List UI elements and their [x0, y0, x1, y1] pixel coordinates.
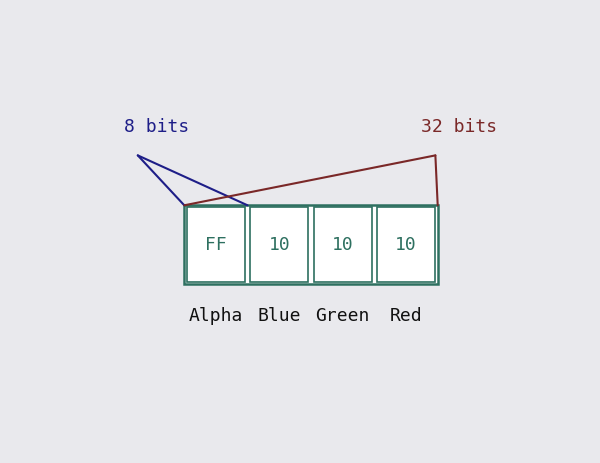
Text: Blue: Blue [257, 307, 301, 325]
Text: Green: Green [316, 307, 370, 325]
Text: 10: 10 [268, 236, 290, 254]
Bar [314, 207, 371, 282]
Bar [250, 207, 308, 282]
Text: 32 bits: 32 bits [421, 118, 497, 136]
Text: 10: 10 [332, 236, 353, 254]
Text: 10: 10 [395, 236, 417, 254]
Bar [187, 207, 245, 282]
Text: Alpha: Alpha [189, 307, 243, 325]
Bar [184, 205, 438, 284]
Text: 8 bits: 8 bits [124, 118, 189, 136]
Bar [377, 207, 435, 282]
Text: Red: Red [390, 307, 422, 325]
Text: FF: FF [205, 236, 227, 254]
